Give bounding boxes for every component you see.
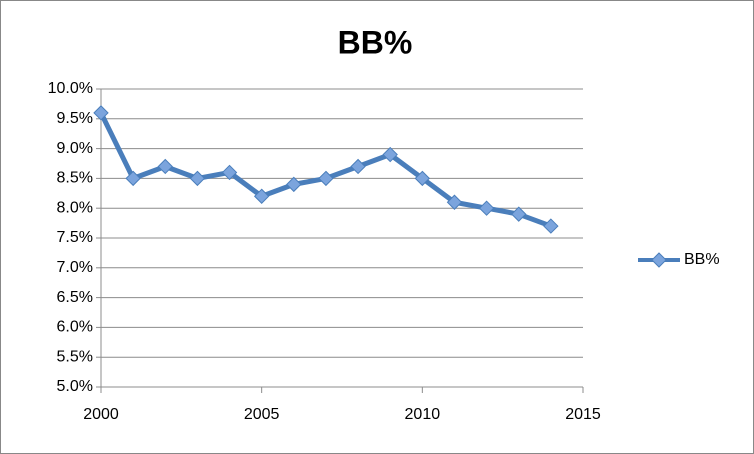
y-tick-label: 6.5% — [57, 289, 93, 306]
y-tick-label: 10.0% — [48, 80, 93, 97]
x-tick-label: 2005 — [244, 406, 280, 423]
x-tick-label: 2000 — [83, 406, 119, 423]
data-point — [478, 200, 495, 216]
y-tick-label: 6.0% — [57, 319, 93, 336]
data-point — [286, 176, 302, 193]
data-point — [125, 170, 141, 187]
y-tick-label: 7.5% — [57, 229, 93, 246]
y-tick-label: 9.0% — [57, 140, 93, 157]
data-point — [157, 158, 173, 175]
y-tick-label: 9.5% — [57, 110, 93, 127]
y-tick-label: 5.0% — [57, 378, 93, 395]
data-point — [93, 105, 109, 121]
data-point — [253, 188, 270, 204]
legend-marker — [651, 252, 667, 268]
chart-title: BB% — [338, 24, 413, 60]
y-tick-label: 7.0% — [57, 259, 93, 276]
data-point — [414, 170, 431, 187]
data-point — [511, 206, 527, 222]
data-point — [318, 170, 334, 187]
x-tick-label: 2010 — [405, 406, 441, 423]
data-point — [446, 194, 463, 210]
legend-label: BB% — [684, 251, 720, 268]
data-point — [382, 146, 398, 163]
y-tick-label: 8.0% — [57, 199, 93, 216]
y-tick-label: 8.5% — [57, 170, 93, 187]
data-point — [350, 158, 366, 175]
x-tick-label: 2015 — [565, 406, 601, 423]
data-point — [221, 164, 238, 181]
y-tick-label: 5.5% — [57, 348, 93, 365]
data-point — [189, 170, 206, 187]
data-point — [543, 218, 559, 234]
